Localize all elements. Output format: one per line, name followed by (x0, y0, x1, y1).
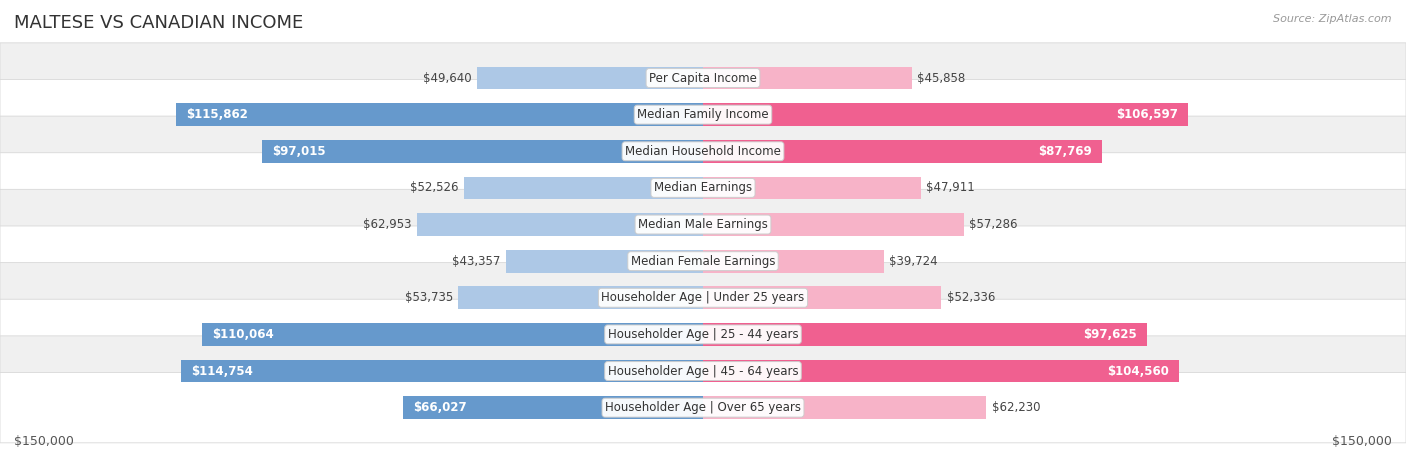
Text: $62,953: $62,953 (363, 218, 411, 231)
Bar (477, 67, 703, 89)
FancyBboxPatch shape (0, 116, 1406, 186)
Text: $43,357: $43,357 (451, 255, 501, 268)
Text: $150,000: $150,000 (14, 435, 75, 448)
FancyBboxPatch shape (0, 43, 1406, 113)
Text: Householder Age | Over 65 years: Householder Age | Over 65 years (605, 401, 801, 414)
Bar (181, 360, 703, 382)
FancyBboxPatch shape (0, 262, 1406, 333)
Text: $47,911: $47,911 (927, 181, 976, 194)
Bar (703, 213, 963, 236)
Bar (703, 103, 1188, 126)
FancyBboxPatch shape (0, 153, 1406, 223)
Bar (703, 140, 1102, 163)
Text: MALTESE VS CANADIAN INCOME: MALTESE VS CANADIAN INCOME (14, 14, 304, 32)
Text: $97,015: $97,015 (271, 145, 325, 158)
Text: $52,336: $52,336 (946, 291, 995, 304)
FancyBboxPatch shape (0, 189, 1406, 260)
Text: $62,230: $62,230 (991, 401, 1040, 414)
Text: $110,064: $110,064 (212, 328, 274, 341)
Text: $114,754: $114,754 (191, 365, 253, 377)
Text: Source: ZipAtlas.com: Source: ZipAtlas.com (1274, 14, 1392, 24)
FancyBboxPatch shape (0, 336, 1406, 406)
Text: $104,560: $104,560 (1107, 365, 1168, 377)
Text: $97,625: $97,625 (1083, 328, 1137, 341)
Text: $87,769: $87,769 (1039, 145, 1092, 158)
Text: Median Female Earnings: Median Female Earnings (631, 255, 775, 268)
Text: $66,027: $66,027 (413, 401, 467, 414)
Bar (703, 396, 986, 419)
Text: $115,862: $115,862 (186, 108, 247, 121)
Text: $57,286: $57,286 (969, 218, 1018, 231)
Text: $45,858: $45,858 (917, 71, 966, 85)
Bar (703, 67, 911, 89)
Text: $39,724: $39,724 (889, 255, 938, 268)
Bar (176, 103, 703, 126)
Text: Median Household Income: Median Household Income (626, 145, 780, 158)
Text: $52,526: $52,526 (411, 181, 458, 194)
Text: Median Earnings: Median Earnings (654, 181, 752, 194)
FancyBboxPatch shape (0, 79, 1406, 150)
Text: Householder Age | Under 25 years: Householder Age | Under 25 years (602, 291, 804, 304)
Text: $150,000: $150,000 (1331, 435, 1392, 448)
Bar (703, 177, 921, 199)
Text: Median Family Income: Median Family Income (637, 108, 769, 121)
Bar (416, 213, 703, 236)
Bar (464, 177, 703, 199)
Bar (703, 286, 941, 309)
Bar (703, 250, 884, 273)
Bar (703, 360, 1178, 382)
Bar (262, 140, 703, 163)
FancyBboxPatch shape (0, 373, 1406, 443)
Text: Per Capita Income: Per Capita Income (650, 71, 756, 85)
Text: $53,735: $53,735 (405, 291, 453, 304)
FancyBboxPatch shape (0, 226, 1406, 297)
Text: $49,640: $49,640 (423, 71, 471, 85)
Bar (703, 323, 1147, 346)
Bar (202, 323, 703, 346)
Text: Householder Age | 25 - 44 years: Householder Age | 25 - 44 years (607, 328, 799, 341)
Bar (506, 250, 703, 273)
Text: $106,597: $106,597 (1116, 108, 1178, 121)
Text: Median Male Earnings: Median Male Earnings (638, 218, 768, 231)
Text: Householder Age | 45 - 64 years: Householder Age | 45 - 64 years (607, 365, 799, 377)
FancyBboxPatch shape (0, 299, 1406, 369)
Bar (402, 396, 703, 419)
Bar (458, 286, 703, 309)
